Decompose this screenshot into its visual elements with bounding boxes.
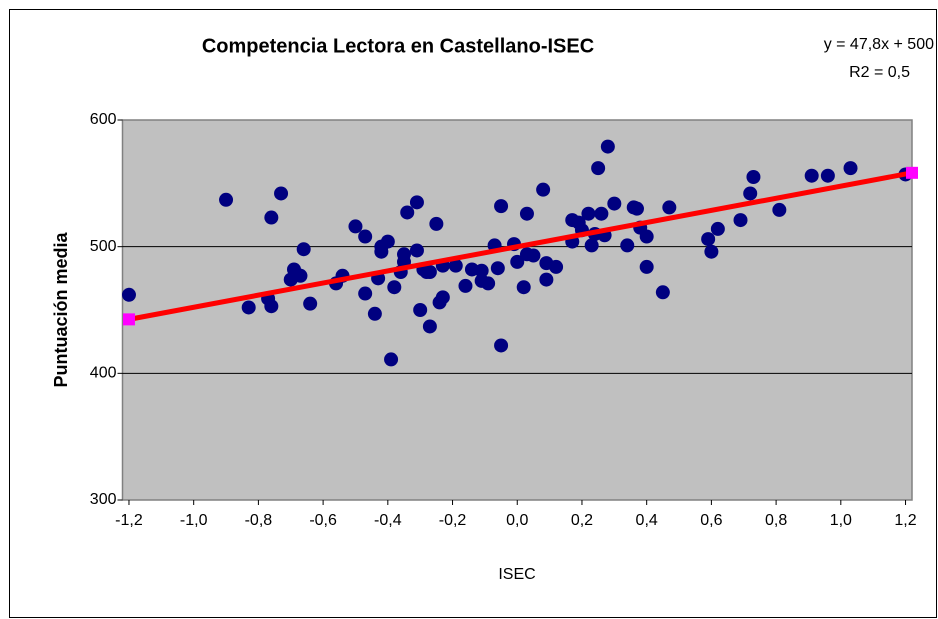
data-point xyxy=(655,285,670,300)
data-point xyxy=(710,221,725,236)
data-point xyxy=(704,244,719,259)
data-point xyxy=(296,242,311,257)
x-tick-label: -1,0 xyxy=(180,512,208,529)
data-point xyxy=(409,195,424,210)
r-squared: R2 = 0,5 xyxy=(849,64,910,81)
y-axis-label: Puntuación media xyxy=(51,232,71,388)
x-tick-label: -1,2 xyxy=(115,512,143,529)
equation: y = 47,8x + 500 xyxy=(824,36,934,53)
data-point xyxy=(283,272,298,287)
y-tick-label: 500 xyxy=(90,238,117,255)
data-point xyxy=(474,263,489,278)
data-point xyxy=(639,259,654,274)
data-point xyxy=(820,168,835,183)
data-point xyxy=(536,182,551,197)
data-point xyxy=(219,192,234,207)
data-point xyxy=(804,168,819,183)
x-tick-label: 0,4 xyxy=(636,512,658,529)
data-point xyxy=(494,338,509,353)
y-tick-label: 400 xyxy=(90,365,117,382)
x-tick-label: 0,6 xyxy=(700,512,722,529)
data-point xyxy=(701,232,716,247)
data-point xyxy=(367,306,382,321)
data-point xyxy=(121,287,136,302)
data-point xyxy=(594,206,609,221)
x-tick-label: -0,4 xyxy=(374,512,402,529)
data-point xyxy=(458,278,473,293)
data-point xyxy=(620,238,635,253)
x-axis-label: ISEC xyxy=(498,566,535,583)
x-tick-label: 0,0 xyxy=(506,512,528,529)
data-point xyxy=(348,219,363,234)
data-point xyxy=(591,161,606,176)
data-point xyxy=(435,290,450,305)
x-tick-label: 0,2 xyxy=(571,512,593,529)
data-point xyxy=(494,199,509,214)
trendline xyxy=(128,170,913,322)
data-point xyxy=(422,319,437,334)
data-point xyxy=(733,213,748,228)
data-point xyxy=(490,261,505,276)
data-point xyxy=(519,206,534,221)
data-point xyxy=(607,196,622,211)
y-tick-label: 600 xyxy=(90,111,117,128)
data-point xyxy=(600,139,615,154)
trendline-marker xyxy=(122,313,135,326)
data-point xyxy=(422,265,437,279)
x-tick-label: 0,8 xyxy=(765,512,787,529)
data-point xyxy=(743,186,758,201)
chart-title: Competencia Lectora en Castellano-ISEC xyxy=(202,35,594,57)
data-point xyxy=(264,299,279,314)
data-point xyxy=(303,296,318,311)
data-point xyxy=(772,202,787,217)
data-point xyxy=(843,161,858,176)
x-tick-label: -0,6 xyxy=(309,512,337,529)
trendline-marker xyxy=(906,166,918,179)
plot-area xyxy=(121,119,913,501)
y-tick-label: 300 xyxy=(90,491,117,508)
data-point xyxy=(448,258,463,273)
data-point xyxy=(358,229,373,244)
data-point xyxy=(662,200,677,215)
data-point xyxy=(358,286,373,301)
x-tick-label: -0,8 xyxy=(245,512,273,529)
data-point xyxy=(409,243,424,258)
data-point xyxy=(387,280,402,295)
data-point xyxy=(584,238,599,253)
data-point xyxy=(549,259,564,274)
data-point xyxy=(413,303,428,317)
x-tick-label: -0,2 xyxy=(439,512,467,529)
data-point xyxy=(400,205,415,220)
data-point xyxy=(510,254,525,269)
data-point xyxy=(581,206,596,221)
data-point xyxy=(539,272,554,287)
data-point xyxy=(629,201,644,216)
x-tick-label: 1,0 xyxy=(830,512,852,529)
data-point xyxy=(241,300,256,315)
data-point xyxy=(746,170,761,184)
data-point xyxy=(516,280,531,295)
data-point xyxy=(274,186,289,201)
x-tick-label: 1,2 xyxy=(894,512,916,529)
data-point xyxy=(384,352,399,367)
data-point xyxy=(481,276,496,291)
data-point xyxy=(526,248,541,263)
data-point xyxy=(429,216,444,231)
data-point xyxy=(639,229,654,244)
data-point xyxy=(264,210,279,225)
data-point xyxy=(380,234,395,249)
